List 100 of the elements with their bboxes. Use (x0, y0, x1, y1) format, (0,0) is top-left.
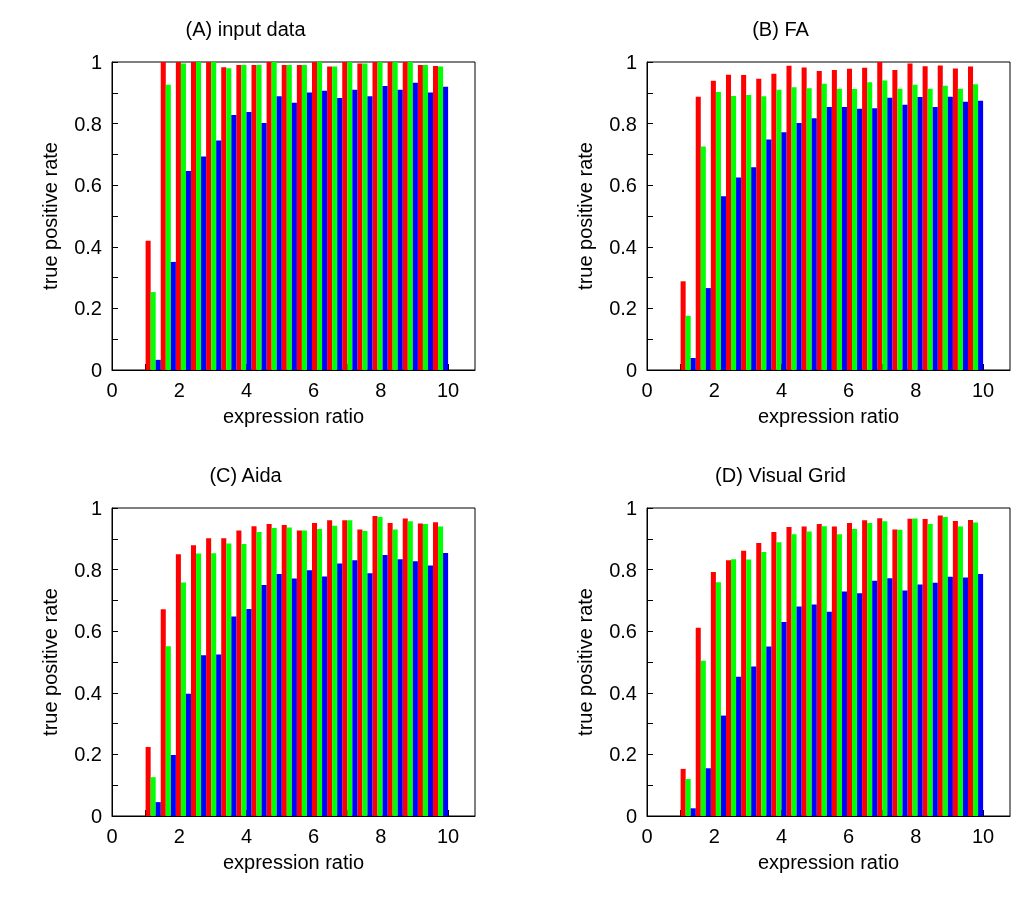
bar (311, 62, 318, 370)
chart-title: (C) Aida (209, 464, 283, 486)
bar (377, 62, 383, 370)
bar (372, 516, 378, 816)
bar (392, 62, 398, 370)
x-tick-label: 6 (308, 379, 320, 401)
x-tick-label: 4 (240, 825, 253, 847)
y-tick-label: 0.8 (74, 558, 102, 581)
bar (150, 777, 156, 816)
bar (715, 91, 721, 370)
bar (852, 528, 858, 816)
bar (206, 538, 212, 816)
bar (922, 66, 928, 370)
bar (862, 67, 868, 370)
bar (397, 559, 403, 816)
bar (967, 66, 974, 370)
bar (438, 526, 444, 816)
bar (301, 530, 307, 816)
bar (216, 140, 222, 370)
bar (443, 552, 449, 816)
bar (190, 62, 197, 370)
y-axis-title: true positive rate (39, 588, 61, 736)
bar (781, 132, 787, 370)
bar (357, 529, 363, 816)
bar (352, 89, 358, 370)
bar (705, 768, 711, 816)
bar (882, 521, 888, 816)
bar (402, 518, 408, 816)
bar (322, 90, 328, 370)
bar (751, 666, 757, 816)
bar (887, 578, 893, 816)
y-tick-label: 0 (90, 805, 102, 827)
x-tick-label: 4 (240, 379, 253, 401)
bar (831, 70, 837, 370)
bar (145, 240, 151, 370)
bar (902, 590, 908, 816)
bar (922, 519, 928, 816)
bar (826, 106, 832, 370)
bar (801, 67, 807, 370)
bar (367, 573, 373, 816)
bar (791, 534, 797, 816)
x-tick-label: 10 (436, 379, 460, 401)
bar (695, 627, 701, 816)
bar (892, 529, 898, 816)
y-tick-label: 0.8 (609, 558, 637, 581)
bar (236, 530, 242, 816)
bar (852, 89, 858, 370)
bar (412, 82, 418, 370)
bar (932, 106, 938, 370)
bar (422, 524, 428, 816)
bar (367, 96, 373, 370)
bar (160, 62, 166, 370)
bar (352, 560, 358, 816)
bar (756, 78, 762, 370)
bar (407, 521, 413, 816)
x-tick-label: 10 (436, 825, 460, 847)
bar (145, 747, 151, 816)
bar (246, 609, 252, 816)
x-axis-title: expression ratio (757, 405, 900, 427)
bar (836, 534, 842, 816)
bar (962, 577, 968, 816)
bar (211, 62, 217, 370)
bar (690, 357, 696, 370)
bar (887, 97, 893, 370)
bar (226, 543, 232, 816)
bar (947, 96, 953, 370)
bar (796, 122, 802, 370)
bar (387, 523, 393, 816)
y-tick-label: 1 (90, 497, 102, 519)
bar (700, 146, 706, 370)
bar (710, 80, 716, 370)
bar (862, 520, 868, 816)
bar (150, 292, 156, 370)
y-axis-title: true positive rate (39, 142, 61, 290)
x-tick-label: 6 (308, 825, 320, 847)
chart-title: (B) FA (752, 18, 810, 40)
bar (377, 516, 383, 816)
bar (761, 552, 767, 816)
bar (170, 261, 176, 370)
bar (397, 89, 403, 370)
bar (357, 63, 363, 370)
bar (201, 655, 207, 816)
y-axis-title: true positive rate (574, 142, 596, 290)
bar (311, 523, 318, 816)
bar (806, 531, 812, 816)
y-axis-title: true positive rate (574, 588, 596, 736)
bar (937, 65, 943, 370)
bar (362, 531, 368, 816)
bar (196, 553, 202, 816)
bar (912, 84, 918, 370)
bar (241, 65, 247, 370)
x-tick-label: 8 (375, 379, 387, 401)
x-tick-label: 8 (375, 825, 387, 847)
bar (337, 563, 343, 816)
bar (216, 654, 222, 816)
bar (771, 532, 777, 816)
bar (206, 62, 212, 370)
y-tick-label: 0.4 (609, 681, 637, 704)
bar (826, 611, 832, 816)
bar (741, 74, 747, 370)
